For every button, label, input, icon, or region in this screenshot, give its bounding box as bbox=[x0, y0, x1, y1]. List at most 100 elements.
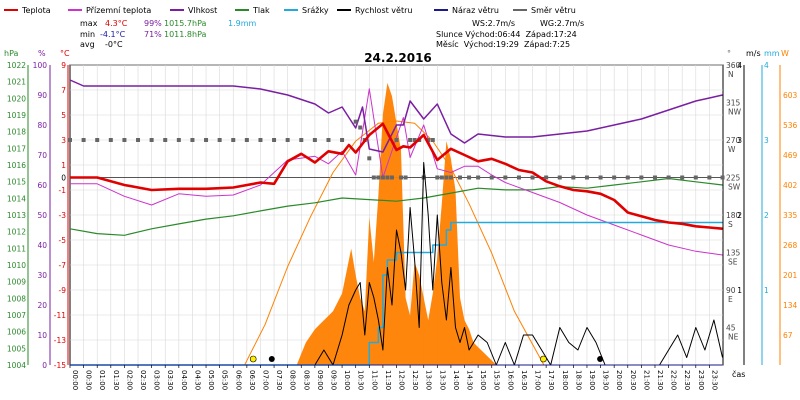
wind-dir-point bbox=[108, 138, 113, 142]
hpa-tick-label: 1016 bbox=[7, 161, 26, 170]
wind-dir-point bbox=[389, 175, 394, 180]
wind-dir-point bbox=[217, 138, 222, 142]
w-tick-label: 603 bbox=[783, 91, 798, 100]
legend-label: Teplota bbox=[21, 6, 51, 15]
mm-tick-label: 2 bbox=[764, 211, 769, 220]
w-tick-label: 134 bbox=[783, 301, 798, 310]
dir-tick-label: 360 bbox=[726, 61, 741, 70]
dir-name-label: E bbox=[728, 295, 733, 304]
avg-label: avg bbox=[80, 40, 95, 49]
wind-dir-point bbox=[707, 175, 712, 180]
x-tick-label: 16:30 bbox=[520, 370, 528, 390]
legend-label: Tlak bbox=[252, 6, 270, 15]
x-tick-label: 17:30 bbox=[547, 370, 555, 390]
x-tick-label: 19:00 bbox=[588, 370, 596, 390]
wind-dir-point bbox=[326, 138, 331, 142]
pct-tick-label: 100 bbox=[33, 61, 48, 70]
wind-dir-point bbox=[435, 175, 440, 180]
x-tick-label: 01:30 bbox=[112, 370, 120, 390]
dir-name-label: N bbox=[728, 70, 734, 79]
moonrise-marker bbox=[597, 356, 604, 362]
max-hum: 99% bbox=[144, 19, 162, 28]
legend-label: Směr větru bbox=[531, 6, 576, 15]
c-tick-label: 5 bbox=[61, 111, 66, 120]
dir-name-label: NE bbox=[728, 333, 739, 342]
x-tick-label: 04:00 bbox=[180, 370, 188, 390]
max-label: max bbox=[80, 19, 98, 28]
wind-dir-point bbox=[598, 175, 603, 180]
x-tick-label: 15:30 bbox=[493, 370, 501, 390]
dir-tick-label: 45 bbox=[726, 324, 736, 333]
pct-tick-label: 70 bbox=[37, 151, 47, 160]
wind-dir-point bbox=[371, 175, 376, 180]
c-tick-label: -1 bbox=[59, 186, 67, 195]
c-tick-label: -15 bbox=[54, 361, 66, 370]
sun-times: Slunce Východ:06:44 Západ:17:24 bbox=[436, 30, 577, 39]
c-tick-label: -3 bbox=[59, 211, 67, 220]
hpa-tick-label: 1008 bbox=[7, 294, 26, 303]
wind-dir-point bbox=[285, 138, 290, 142]
ms-tick-label: 2 bbox=[737, 211, 742, 220]
c-tick-label: 7 bbox=[61, 86, 66, 95]
hpa-tick-label: 1014 bbox=[7, 194, 26, 203]
ms-unit: m/s bbox=[746, 49, 761, 58]
x-tick-label: 02:30 bbox=[139, 370, 147, 390]
x-tick-label: 05:00 bbox=[207, 370, 215, 390]
wind-dir-point bbox=[571, 175, 576, 180]
hpa-tick-label: 1009 bbox=[7, 278, 26, 287]
min-hum: 71% bbox=[144, 30, 162, 39]
wind-dir-point bbox=[530, 175, 535, 180]
teplota-line bbox=[70, 122, 723, 230]
solar-area bbox=[70, 82, 723, 366]
hpa-tick-label: 1005 bbox=[7, 344, 26, 353]
mm-unit: mm bbox=[764, 49, 780, 58]
max-temp: 4.3°C bbox=[105, 19, 128, 28]
max-press: 1015.7hPa bbox=[164, 19, 207, 28]
pct-tick-label: 20 bbox=[37, 301, 47, 310]
min-press: 1011.8hPa bbox=[164, 30, 207, 39]
dir-name-label: SW bbox=[728, 183, 741, 192]
x-tick-label: 06:00 bbox=[234, 370, 242, 390]
wind-dir-point bbox=[467, 175, 472, 180]
legend-label: Náraz větru bbox=[452, 6, 499, 15]
wind-dir-point bbox=[312, 138, 317, 142]
wind-dir-point bbox=[299, 138, 304, 142]
x-tick-label: 14:30 bbox=[466, 370, 474, 390]
wind-dir-point bbox=[176, 138, 181, 142]
wind-dir-point bbox=[639, 175, 644, 180]
x-tick-label: 00:00 bbox=[71, 370, 79, 390]
x-tick-label: 18:00 bbox=[561, 370, 569, 390]
p-zemn-teplota-line bbox=[70, 88, 723, 256]
hpa-tick-label: 1017 bbox=[7, 144, 26, 153]
ms-tick-label: 3 bbox=[737, 136, 742, 145]
x-tick-label: 12:00 bbox=[398, 370, 406, 390]
wind-dir-point bbox=[720, 175, 725, 180]
x-tick-label: 02:00 bbox=[125, 370, 133, 390]
wind-dir-point bbox=[163, 138, 168, 142]
x-tick-label: 18:30 bbox=[574, 370, 582, 390]
sr-ky-line bbox=[70, 221, 723, 366]
legend: Teplota Přízemní teplota Vlhkost Tlak Srážky… bbox=[4, 6, 576, 15]
hpa-tick-label: 1015 bbox=[7, 178, 26, 187]
unit-headers: hPa % °C ° m/s mm W čas bbox=[4, 49, 789, 379]
x-tick-label: 12:30 bbox=[411, 370, 419, 390]
x-tick-label: 06:30 bbox=[248, 370, 256, 390]
pct-tick-label: 50 bbox=[37, 211, 47, 220]
wind-dir-point bbox=[476, 175, 481, 180]
dir-tick-label: 225 bbox=[726, 174, 741, 183]
wind-dir-point bbox=[149, 138, 154, 142]
legend-label: Srážky bbox=[302, 6, 329, 15]
c-tick-label: -13 bbox=[54, 336, 66, 345]
wind-dir-point bbox=[380, 175, 385, 180]
ws-value: WS:2.7m/s bbox=[472, 19, 515, 28]
x-tick-label: 11:00 bbox=[370, 370, 378, 390]
wind-dir-point bbox=[693, 175, 698, 180]
wind-dir-point bbox=[544, 175, 549, 180]
x-axis: 00:00 00:30 01:00 01:30 02:00 02:30 03:00 03:30… bbox=[69, 365, 718, 390]
x-tick-label: 08:30 bbox=[302, 370, 310, 390]
legend-label: Přízemní teplota bbox=[86, 6, 151, 15]
x-tick-label: 13:00 bbox=[425, 370, 433, 390]
moonset-marker bbox=[268, 356, 275, 362]
hpa-tick-label: 1022 bbox=[7, 61, 26, 70]
